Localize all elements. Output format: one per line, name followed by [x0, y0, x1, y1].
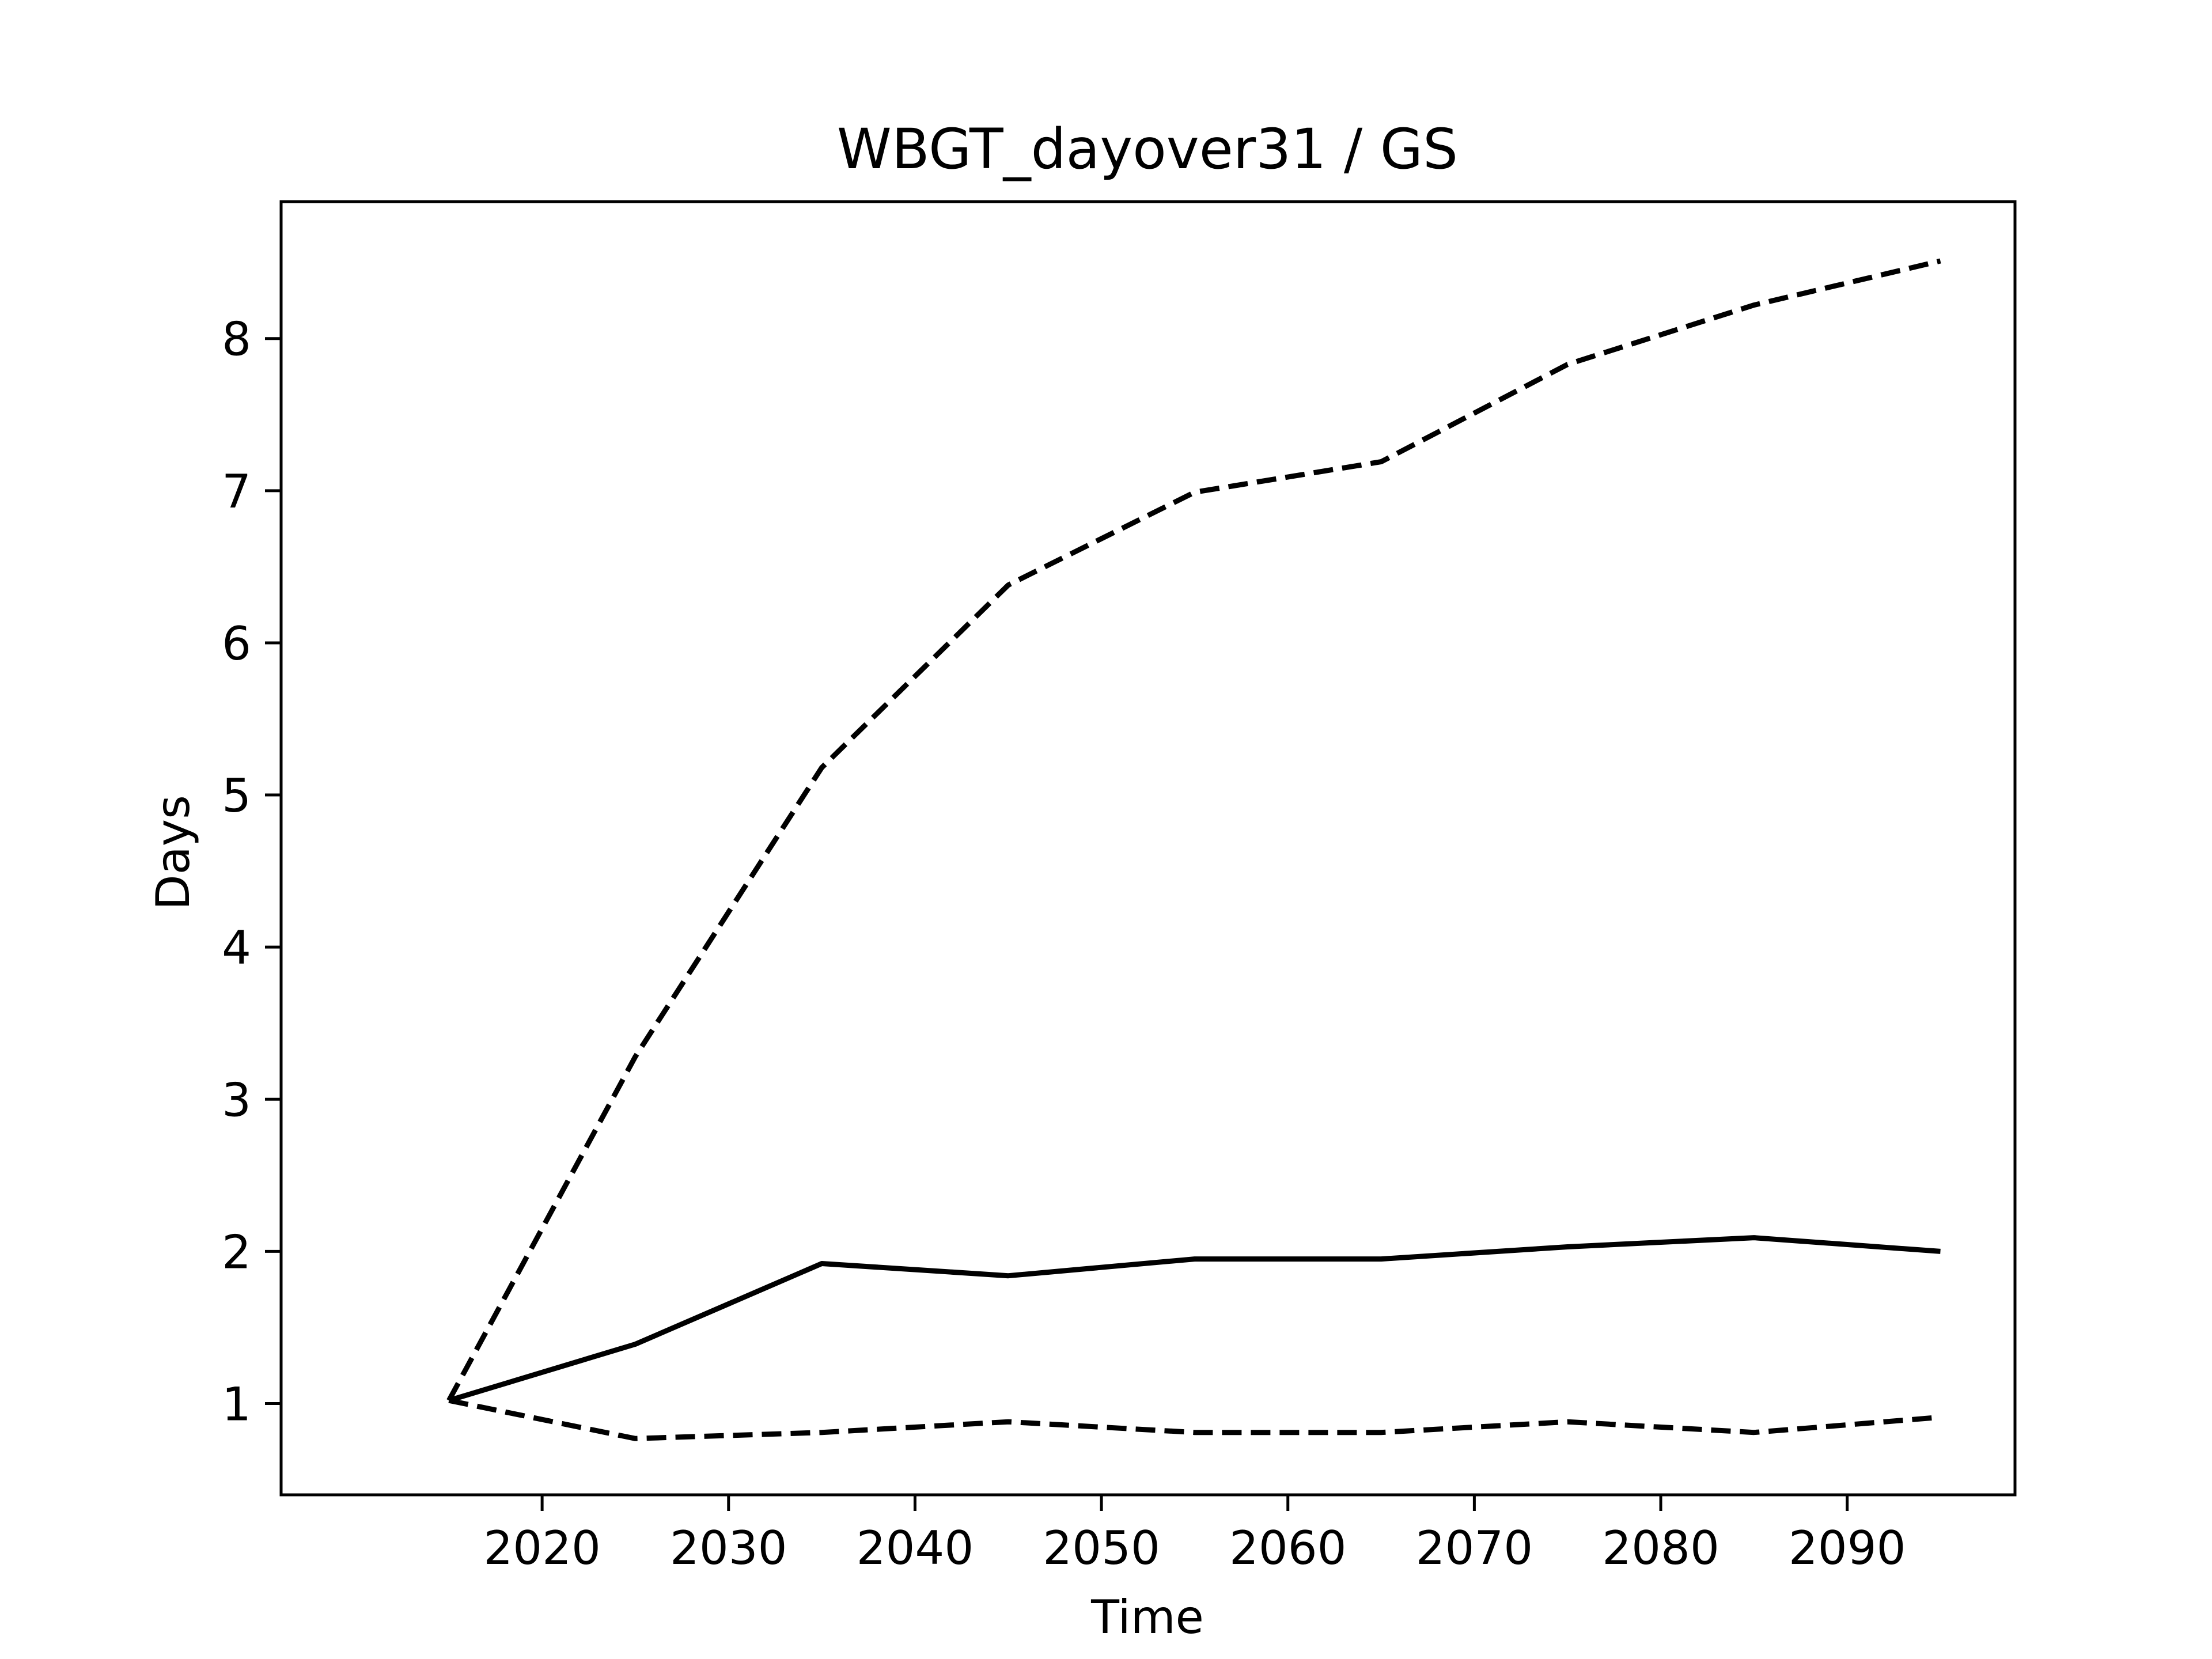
- series-line-3: [448, 1397, 1941, 1441]
- y-axis: 1 2 3 4 5 6 7 8: [222, 313, 281, 1431]
- series-line-1: [448, 1235, 1941, 1403]
- series-line-2: [446, 258, 1941, 1402]
- y-tick-label: 7: [222, 465, 251, 518]
- y-tick-label: 2: [222, 1225, 251, 1279]
- y-tick-label: 8: [222, 313, 251, 366]
- series-group: [446, 258, 1941, 1441]
- x-tick-label: 2080: [1602, 1521, 1719, 1575]
- x-tick-label: 2070: [1416, 1521, 1533, 1575]
- y-tick-label: 3: [222, 1073, 251, 1127]
- x-tick-label: 2020: [483, 1521, 601, 1575]
- y-axis-label: Days: [146, 795, 200, 910]
- x-axis: 2020 2030 2040 2050 2060 2070 2080 2090: [483, 1495, 1906, 1575]
- chart-title: WBGT_dayover31 / GS: [837, 117, 1458, 181]
- y-tick-label: 4: [222, 921, 251, 975]
- y-tick-label: 6: [222, 617, 251, 671]
- x-tick-label: 2050: [1043, 1521, 1160, 1575]
- x-tick-label: 2030: [670, 1521, 787, 1575]
- x-axis-label: Time: [1090, 1590, 1204, 1644]
- y-tick-label: 1: [222, 1378, 251, 1431]
- y-tick-label: 5: [222, 769, 251, 823]
- x-tick-label: 2060: [1229, 1521, 1347, 1575]
- x-tick-label: 2090: [1789, 1521, 1906, 1575]
- x-tick-label: 2040: [857, 1521, 974, 1575]
- plot-frame: [279, 200, 2017, 1497]
